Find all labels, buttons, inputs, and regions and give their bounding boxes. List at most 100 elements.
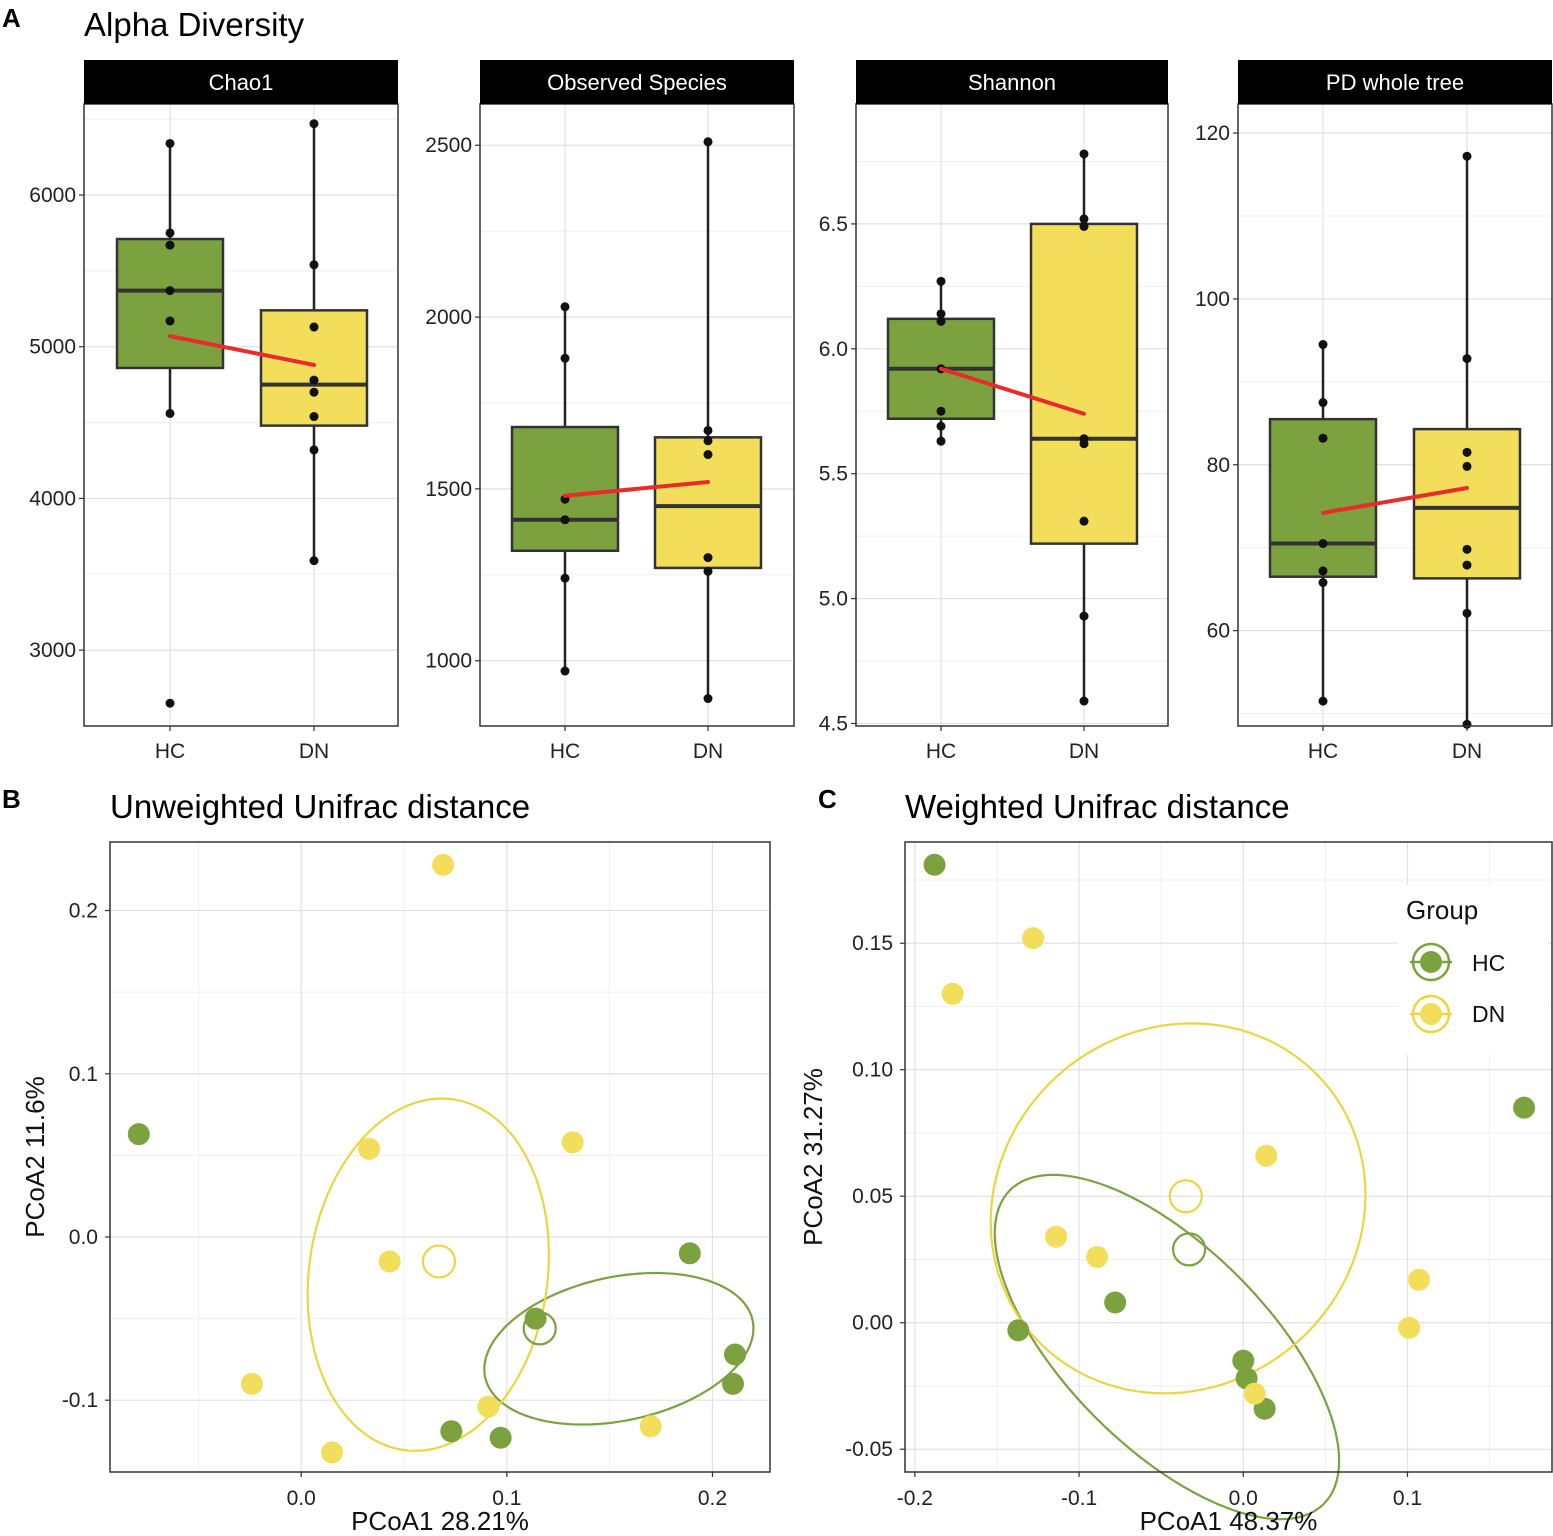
unweighted-dn-point: [358, 1137, 381, 1160]
weighted-dn-point: [1255, 1144, 1278, 1167]
weighted-hc-point: [923, 853, 946, 876]
shannon-dn-point: [1079, 696, 1089, 706]
shannon-strip-label: Shannon: [968, 70, 1056, 95]
legend-item-dn: DN: [1410, 994, 1505, 1034]
pd-whole-tree-hc-point: [1318, 566, 1328, 576]
weighted-hc-point: [1513, 1096, 1536, 1119]
unweighted-dn-point: [378, 1250, 401, 1273]
pd-whole-tree-hc-point: [1318, 340, 1328, 350]
weighted-dn-centroid: [1168, 1179, 1203, 1214]
weighted-dn-point: [1086, 1245, 1109, 1268]
weighted-dn-point: [1398, 1316, 1421, 1339]
shannon-hc-point: [936, 436, 946, 446]
observed-species-x-tick-label-hc: HC: [550, 740, 580, 763]
shannon-x-tick-label-dn: DN: [1069, 740, 1099, 763]
chao1-hc-point: [165, 228, 175, 238]
chao1-x-tick-label-dn: DN: [299, 740, 329, 763]
chao1-hc-box: [115, 237, 225, 370]
legend-hc-label: HC: [1472, 950, 1505, 976]
panel-label-a: A: [2, 3, 21, 33]
pd-whole-tree-panel-bg: [1238, 104, 1552, 726]
pd-whole-tree-y-tick-label: 100: [1195, 288, 1230, 311]
chao1-hc-point: [165, 286, 175, 296]
chao1-x-tick-label-hc: HC: [155, 740, 185, 763]
shannon-y-tick-label: 5.5: [819, 463, 848, 486]
shannon-dn-point: [1079, 214, 1089, 224]
shannon-y-tick-label: 5.0: [819, 588, 848, 611]
weighted-dn-point: [1407, 1268, 1430, 1291]
unweighted-y-tick-label: -0.1: [62, 1389, 98, 1412]
unweighted-panel-border: [109, 841, 771, 1473]
weighted-hc-point: [1104, 1291, 1127, 1314]
pd-whole-tree-hc-point: [1318, 578, 1328, 588]
chao1-dn-point: [309, 556, 319, 566]
pd-whole-tree-dn-point: [1462, 560, 1472, 570]
chao1-dn-point: [309, 445, 319, 455]
pd-whole-tree-x-tick-label-dn: DN: [1452, 740, 1482, 763]
weighted-x-tick-label: -0.1: [1061, 1487, 1097, 1510]
observed-species-y-tick-label: 1000: [425, 650, 472, 673]
observed-species-x-tick-label-dn: DN: [693, 740, 723, 763]
unweighted-dn-point: [477, 1395, 500, 1418]
weighted-dn-point: [1022, 927, 1045, 950]
legend-background: [1398, 885, 1548, 1055]
observed-species-dn-box: [653, 436, 763, 570]
shannon-dn-point: [1079, 439, 1089, 449]
weighted-hc-centroid: [1171, 1232, 1207, 1267]
weighted-hc-point: [1007, 1319, 1030, 1342]
facet-shannon: 4.5 5.0 5.5 6.0 6.5 Shannon HC DN: [819, 60, 1169, 763]
weighted-plot-title: Weighted Unifrac distance: [905, 788, 1290, 825]
pd-whole-tree-hc-point: [1318, 539, 1328, 549]
unweighted-x-tick-label: 0.0: [287, 1487, 316, 1510]
weighted-y-tick-label: 0.10: [852, 1059, 893, 1082]
weighted-x-axis-title: PCoA1 48.37%: [1140, 1506, 1318, 1536]
unweighted-dn-point: [240, 1372, 263, 1395]
chao1-dn-point: [309, 375, 319, 385]
observed-species-hc-point: [560, 573, 570, 583]
panel-label-b: B: [2, 784, 21, 814]
observed-species-strip: [480, 60, 794, 104]
weighted-dn-point: [1243, 1382, 1266, 1405]
weighted-hc-ellipse: [993, 1173, 1341, 1521]
unweighted-dn-point: [561, 1131, 584, 1154]
observed-species-hc-point: [560, 666, 570, 676]
weighted-dn-point: [941, 982, 964, 1005]
unweighted-hc-point: [127, 1123, 150, 1146]
unweighted-x-axis-title: PCoA1 28.21%: [351, 1506, 529, 1536]
unweighted-hc-centroid: [522, 1311, 557, 1346]
chao1-y-tick-label: 3000: [29, 639, 76, 662]
unweighted-dn-point: [321, 1441, 344, 1464]
shannon-hc-point: [936, 421, 946, 431]
weighted-panel-border: [904, 841, 1553, 1473]
legend-hc-dot: [1420, 951, 1442, 973]
panel-label-c: C: [818, 784, 837, 814]
unweighted-plot-title: Unweighted Unifrac distance: [110, 788, 530, 825]
pd-whole-tree-dn-point: [1462, 608, 1472, 618]
pd-whole-tree-x-tick-label-hc: HC: [1308, 740, 1338, 763]
unweighted-hc-point: [440, 1420, 463, 1443]
pd-whole-tree-dn-point: [1462, 151, 1472, 161]
shannon-y-tick-label: 6.0: [819, 338, 848, 361]
chao1-hc-point: [165, 408, 175, 418]
observed-species-dn-point: [703, 436, 713, 446]
shannon-hc-point: [936, 406, 946, 416]
chao1-y-tick-label: 6000: [29, 184, 76, 207]
chao1-hc-point: [165, 316, 175, 326]
pd-whole-tree-dn-point: [1462, 447, 1472, 457]
observed-species-panel-bg: [480, 104, 794, 726]
shannon-y-tick-label: 4.5: [819, 713, 848, 736]
facet-pd-whole-tree: 60 80 100 120 PD whole tree HC DN: [1195, 60, 1553, 763]
chao1-hc-point: [165, 240, 175, 250]
pd-whole-tree-hc-point: [1318, 696, 1328, 706]
observed-species-dn-point: [703, 137, 713, 147]
pd-whole-tree-mean-line: [1321, 485, 1469, 515]
unweighted-hc-point: [678, 1242, 701, 1265]
shannon-x-tick-label-hc: HC: [926, 740, 956, 763]
shannon-dn-point: [1079, 149, 1089, 159]
chao1-dn-point: [309, 322, 319, 332]
shannon-dn-point: [1079, 611, 1089, 621]
pd-whole-tree-dn-point: [1462, 354, 1472, 364]
unweighted-hc-point: [721, 1372, 744, 1395]
unweighted-dn-ellipse: [306, 1097, 551, 1452]
unweighted-x-tick-label: 0.2: [698, 1487, 727, 1510]
